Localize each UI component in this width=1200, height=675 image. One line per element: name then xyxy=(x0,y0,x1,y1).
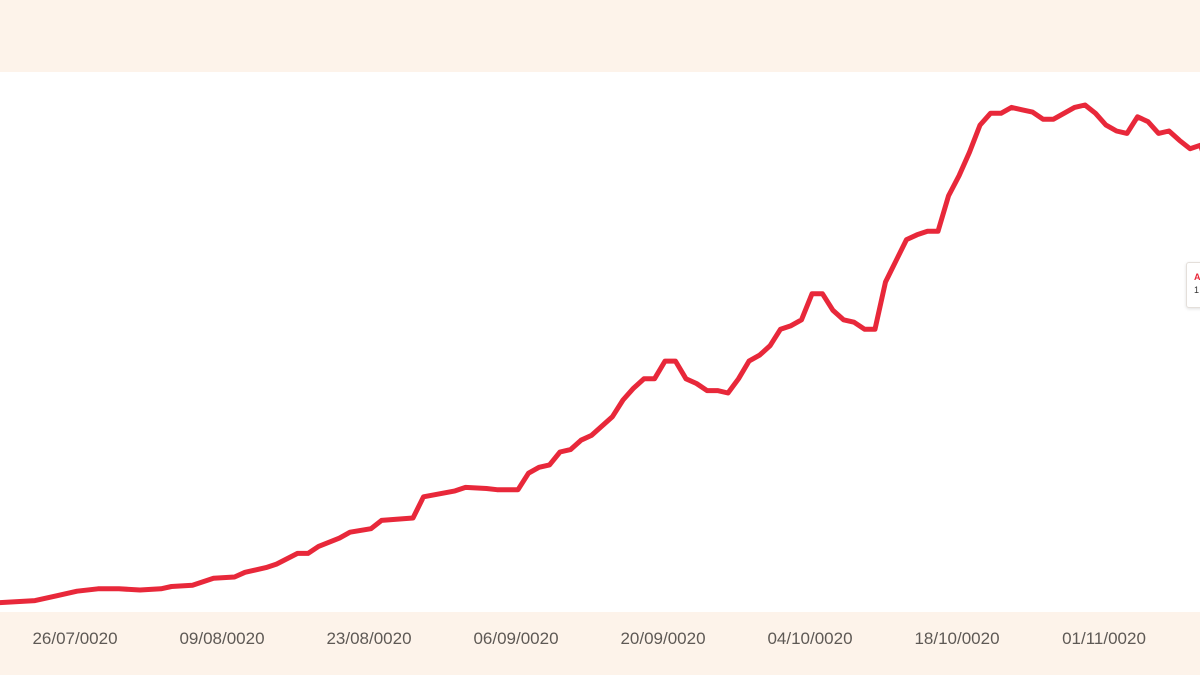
tooltip-value: 1 xyxy=(1194,285,1200,295)
x-tick-label: 09/08/0020 xyxy=(179,629,264,648)
header-band xyxy=(0,0,1200,72)
x-tick-label: 04/10/0020 xyxy=(767,629,852,648)
x-tick-label: 23/08/0020 xyxy=(326,629,411,648)
x-tick-label: 01/11/0020 xyxy=(1062,629,1146,648)
tooltip-label: A xyxy=(1194,272,1200,282)
x-tick-label: 26/07/0020 xyxy=(32,629,117,648)
x-tick-label: 18/10/0020 xyxy=(914,629,999,648)
x-tick-label: 06/09/0020 xyxy=(473,629,558,648)
x-tick-label: 20/09/0020 xyxy=(620,629,705,648)
series-line xyxy=(0,102,1200,606)
hover-tooltip: A 1 xyxy=(1186,262,1200,308)
plot-area xyxy=(0,72,1200,612)
x-axis: 26/07/0020 09/08/0020 23/08/0020 06/09/0020… xyxy=(32,629,1145,648)
